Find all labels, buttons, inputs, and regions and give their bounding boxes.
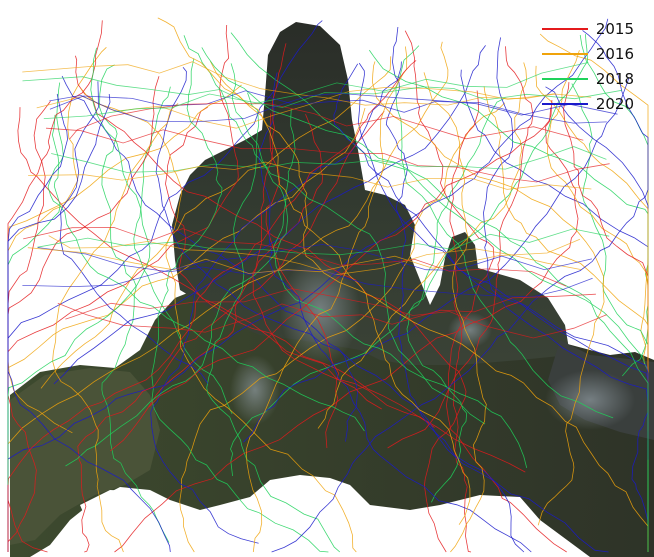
trajectory-line [201,47,649,552]
trajectory-line [61,75,358,442]
trajectory-line [22,244,592,288]
trajectory-line [49,90,607,124]
trajectory-line [110,114,324,452]
trajectory-line [43,86,622,119]
trajectory-line [371,61,605,526]
trajectory-line [179,102,506,553]
trajectory-line [77,110,385,553]
trajectory-line [395,45,614,419]
void-patch [80,490,160,540]
trajectory-line [27,238,581,274]
legend-item-2015: 2015 [541,16,634,41]
legend-item-2020: 2020 [541,91,634,116]
trajectory-line [271,30,649,553]
trajectory-line [45,127,610,183]
trajectory-line [423,72,487,553]
trajectory-line [28,161,592,190]
pale-patch [448,312,492,348]
trajectory-line [206,92,341,553]
trajectory-line [7,47,151,485]
trajectory-line [57,293,596,333]
trajectory-line [148,99,553,408]
legend-label-2016: 2016 [595,44,634,63]
trajectory-line [243,77,630,443]
trajectory-line [165,56,392,553]
trajectory-line [53,45,486,385]
trajectory-line [99,64,170,543]
legend-swatch-2015 [541,27,588,30]
legend-item-2018: 2018 [541,66,634,91]
trajectory-line [65,288,607,339]
trajectory-line [75,55,467,553]
trajectory-line [17,107,526,473]
trajectory-line [317,62,528,429]
void-patch [295,478,318,503]
trajectory-line [37,247,593,298]
trajectory-line [49,92,618,123]
trajectory-line [387,46,534,449]
trajectory-line [357,62,649,412]
trajectory-line [245,46,408,553]
legend-label-2020: 2020 [595,94,634,113]
trajectory-line [23,227,567,287]
legend-item-2016: 2016 [541,41,634,66]
trajectory-line [230,63,486,425]
trajectory-line [65,35,289,467]
trajectory-line [157,17,471,525]
trajectory-line [535,65,649,432]
void-patch [330,498,358,520]
legend-swatch-2018 [541,77,588,80]
trajectory-line [22,62,589,105]
trajectory-line [37,228,610,256]
trajectory-line [48,235,582,276]
trajectory-line [150,61,402,544]
trajectory-line [252,43,382,410]
legend-label-2018: 2018 [595,69,634,88]
trajectory-line [210,61,649,552]
pale-patch [230,355,280,425]
trajectory-line [230,97,506,477]
trajectory-line [7,93,171,553]
trajectory-line [155,66,609,553]
legend-swatch-2016 [541,52,588,55]
trajectory-line [406,34,589,503]
trajectory-line [151,58,329,553]
trajectory-line [40,88,183,389]
pale-patch [545,370,635,430]
trajectory-line [272,109,528,468]
legend-label-2015: 2015 [595,19,634,38]
legend: 2015 2016 2018 2020 [541,16,634,116]
trajectory-lines [7,17,649,553]
legend-swatch-2020 [541,102,588,105]
trajectory-line [51,146,607,173]
trajectory-line [22,61,556,106]
trajectory-line [385,26,525,553]
trajectory-line [59,81,209,384]
trajectory-line [258,72,532,553]
